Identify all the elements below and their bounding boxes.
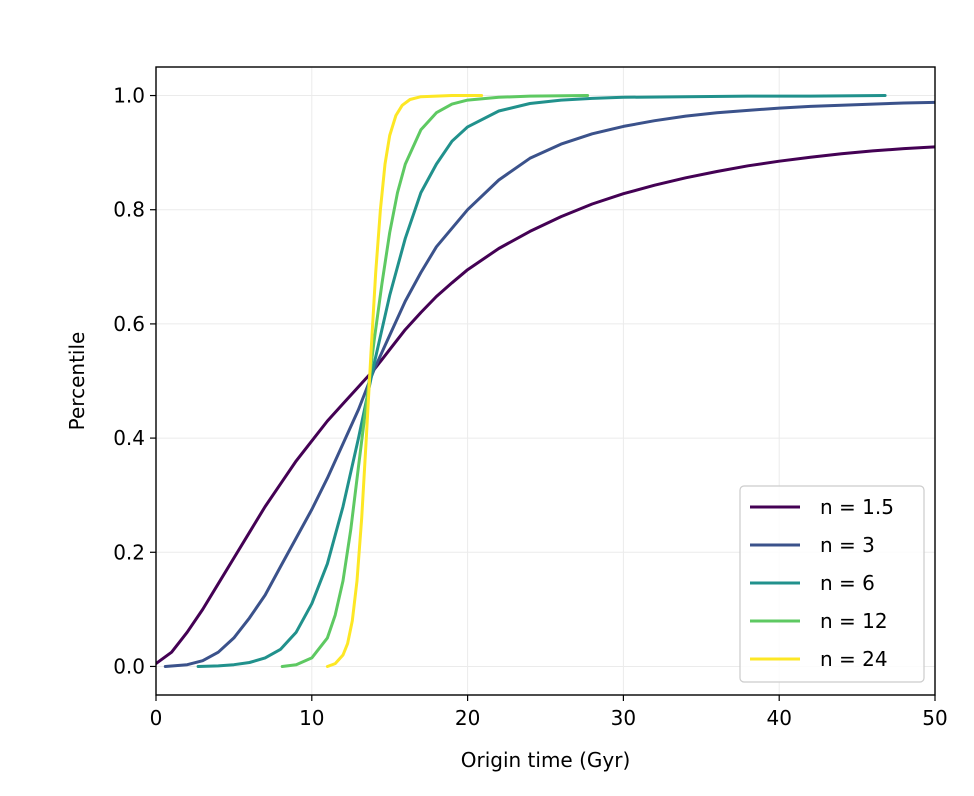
- y-axis-label: Percentile: [65, 332, 89, 431]
- x-tick-label: 0: [150, 706, 163, 730]
- legend-label: n = 12: [820, 609, 888, 633]
- x-tick-label: 20: [455, 706, 480, 730]
- x-axis-label: Origin time (Gyr): [461, 748, 631, 772]
- legend-label: n = 1.5: [820, 495, 894, 519]
- y-tick-label: 0.8: [113, 198, 145, 222]
- series-line-4: [280, 94, 590, 668]
- y-tick-label: 1.0: [113, 84, 145, 108]
- x-tick-label: 40: [766, 706, 791, 730]
- series-line-3: [196, 94, 887, 668]
- legend-label: n = 3: [820, 533, 875, 557]
- series-line-1: [156, 145, 935, 666]
- series-group: [156, 94, 935, 668]
- x-tick-label: 30: [611, 706, 636, 730]
- plot-frame: [155, 66, 936, 696]
- legend-label: n = 6: [820, 571, 875, 595]
- legend-label: n = 24: [820, 647, 888, 671]
- grid: [155, 67, 936, 695]
- y-tick-label: 0.4: [113, 426, 145, 450]
- series-line-2: [163, 100, 935, 668]
- series-line-5: [325, 94, 484, 668]
- legend-box: [739, 485, 925, 683]
- y-tick-label: 0.0: [113, 654, 145, 678]
- legend: n = 1.5 n = 3 n = 6 n = 12 n = 24: [739, 485, 925, 683]
- x-tick-label: 50: [922, 706, 947, 730]
- y-tick-label: 0.6: [113, 312, 145, 336]
- x-tick-label: 10: [299, 706, 324, 730]
- x-axis: 0 10 20 30 40 50: [150, 695, 948, 730]
- y-axis: 0.0 0.2 0.4 0.6 0.8 1.0: [113, 84, 156, 678]
- y-tick-label: 0.2: [113, 540, 145, 564]
